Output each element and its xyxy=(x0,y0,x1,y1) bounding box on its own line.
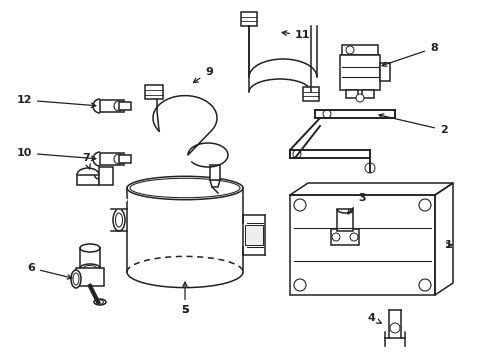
Bar xyxy=(361,90,373,98)
Bar xyxy=(241,12,257,26)
Circle shape xyxy=(355,94,363,102)
Ellipse shape xyxy=(115,213,122,227)
Circle shape xyxy=(114,101,124,111)
Ellipse shape xyxy=(80,244,100,252)
Bar xyxy=(76,268,104,286)
Text: 5: 5 xyxy=(181,282,188,315)
Text: 8: 8 xyxy=(381,43,437,66)
Bar xyxy=(336,209,352,231)
Bar xyxy=(303,87,318,101)
Circle shape xyxy=(349,233,357,241)
Circle shape xyxy=(364,163,374,173)
Circle shape xyxy=(418,199,430,211)
Ellipse shape xyxy=(113,209,125,231)
Text: 1: 1 xyxy=(444,240,452,250)
Bar xyxy=(209,165,220,180)
Ellipse shape xyxy=(130,178,240,198)
Circle shape xyxy=(292,150,301,158)
Bar xyxy=(119,155,131,163)
Ellipse shape xyxy=(96,300,103,304)
Circle shape xyxy=(389,323,399,333)
Bar xyxy=(341,45,377,55)
Text: 11: 11 xyxy=(282,30,310,40)
Text: 6: 6 xyxy=(27,263,72,279)
Ellipse shape xyxy=(73,273,79,285)
Circle shape xyxy=(323,110,330,118)
Ellipse shape xyxy=(127,176,243,200)
Circle shape xyxy=(114,154,124,164)
Text: 9: 9 xyxy=(193,67,212,83)
Text: 4: 4 xyxy=(366,313,381,323)
Bar xyxy=(289,195,434,295)
Bar xyxy=(330,229,358,245)
Circle shape xyxy=(293,199,305,211)
Bar xyxy=(145,85,163,99)
Bar xyxy=(100,100,124,112)
Bar xyxy=(244,225,263,245)
Ellipse shape xyxy=(71,270,81,288)
Text: 5: 5 xyxy=(181,305,188,315)
Circle shape xyxy=(331,233,339,241)
Bar xyxy=(379,63,389,81)
Ellipse shape xyxy=(80,264,100,272)
Bar xyxy=(77,175,99,185)
Text: 3: 3 xyxy=(347,193,365,214)
Text: 12: 12 xyxy=(17,95,96,108)
Ellipse shape xyxy=(94,299,106,305)
Bar xyxy=(339,55,379,90)
Text: 2: 2 xyxy=(378,114,447,135)
Circle shape xyxy=(418,279,430,291)
Bar xyxy=(346,90,357,98)
Bar xyxy=(100,153,124,165)
Bar xyxy=(99,167,113,185)
Ellipse shape xyxy=(83,266,96,270)
Circle shape xyxy=(346,46,353,54)
Text: 7: 7 xyxy=(82,153,90,169)
Circle shape xyxy=(293,279,305,291)
Bar xyxy=(119,102,131,110)
Text: 10: 10 xyxy=(17,148,96,161)
